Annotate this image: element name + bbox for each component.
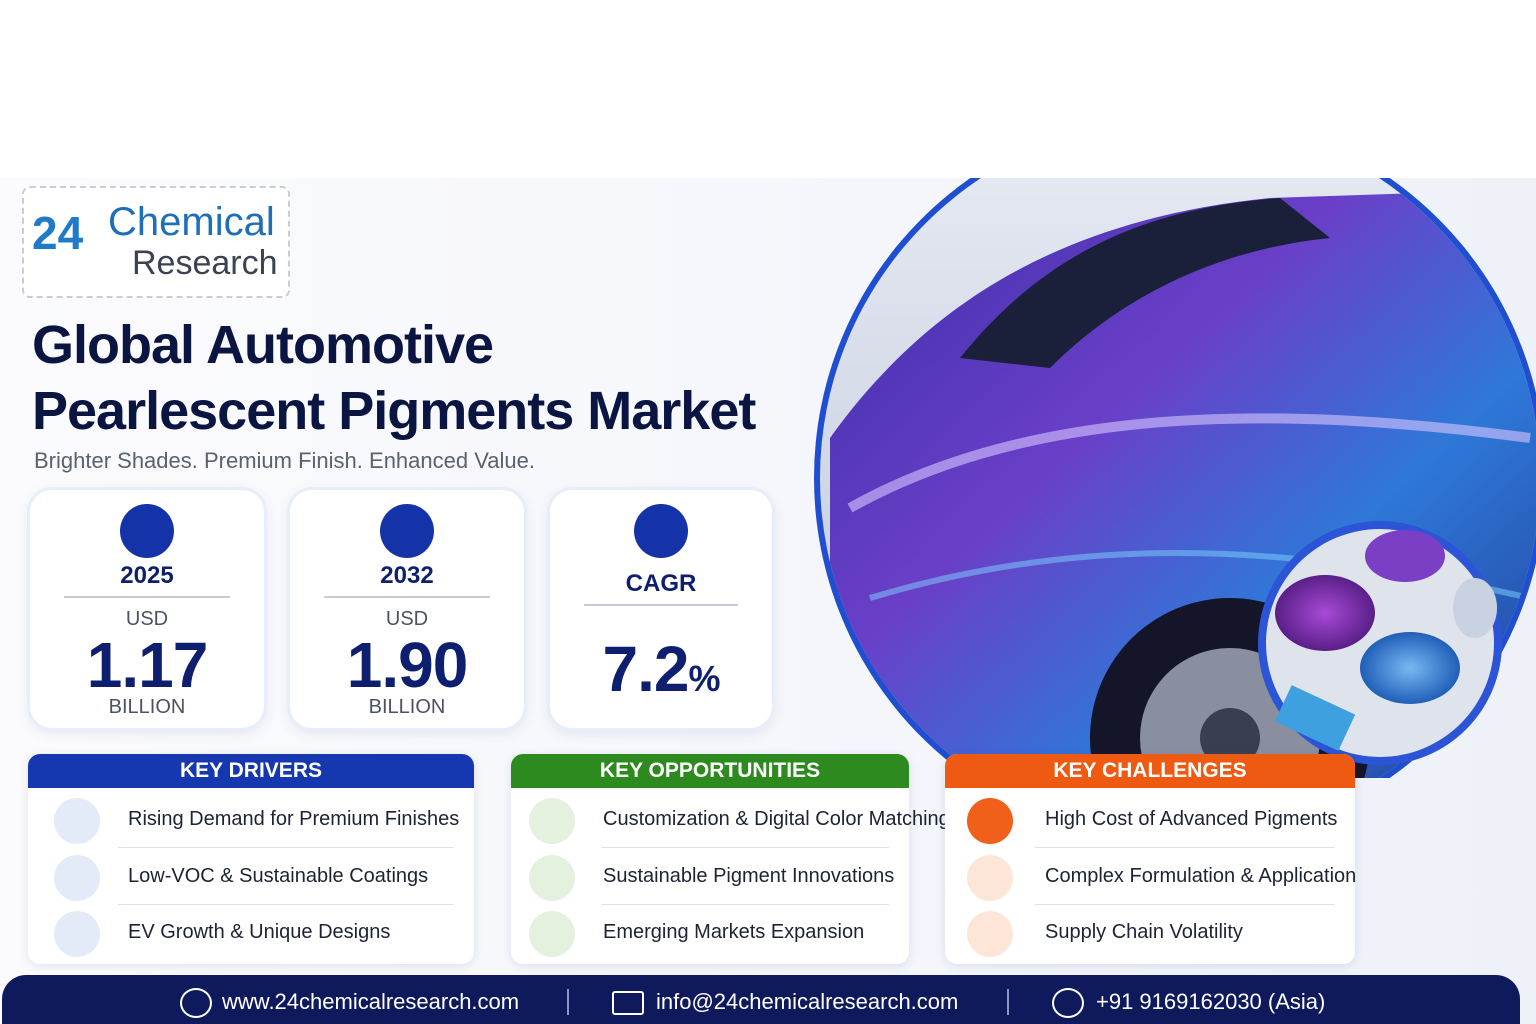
globe-icon <box>180 988 212 1018</box>
stat-label: CAGR <box>625 570 697 597</box>
stat-scale: BILLION <box>368 696 446 718</box>
growth-icon <box>634 504 688 558</box>
section: KEY OPPORTUNITIES Customization & Digita… <box>511 754 950 964</box>
logo: 24 Chemical Research <box>22 186 290 298</box>
calendar-icon <box>380 504 434 558</box>
stat-value: 7.2% <box>550 632 772 706</box>
stat-card: 2025 USD 1.17 BILLION <box>30 490 264 728</box>
phone-icon <box>1052 988 1084 1018</box>
stat-value: 1.17 <box>86 629 209 701</box>
stat-card: CAGR 7.2% <box>550 490 772 728</box>
item-text: Low-VOC & Sustainable Coatings <box>128 865 429 887</box>
title: Global Automotive <box>32 315 494 375</box>
stat-unit: USD <box>125 608 169 630</box>
footer: www.24chemicalresearch.com info@24chemic… <box>2 975 1520 1024</box>
calendar-icon <box>120 504 174 558</box>
car-image <box>814 178 1536 778</box>
item-text: Emerging Markets Expansion <box>603 921 865 943</box>
stat-scale: BILLION <box>108 696 186 718</box>
stat-unit: % <box>688 658 720 699</box>
subtitle: Brighter Shades. Premium Finish. Enhance… <box>34 448 535 473</box>
logo-word: Research <box>132 244 278 282</box>
footer-website[interactable]: www.24chemicalresearch.com <box>222 989 520 1014</box>
mail-icon <box>612 991 644 1015</box>
item-text: High Cost of Advanced Pigments <box>1045 808 1338 830</box>
logo-number: 24 <box>32 207 84 259</box>
section-header: KEY CHALLENGES <box>945 754 1355 788</box>
title: Pearlescent Pigments Market <box>32 381 756 441</box>
item-text: Rising Demand for Premium Finishes <box>128 808 460 830</box>
stat-unit: USD <box>385 608 429 630</box>
item-text: Customization & Digital Color Matching <box>603 808 950 830</box>
section: KEY CHALLENGES High Cost of Advanced Pig… <box>945 754 1357 964</box>
item-text: Supply Chain Volatility <box>1045 921 1243 943</box>
logo-word: Chemical <box>108 200 275 244</box>
stat-year: 2032 <box>380 562 434 589</box>
stat-value: 7.2 <box>602 633 690 705</box>
item-text: EV Growth & Unique Designs <box>128 921 391 943</box>
stat-value: 1.90 <box>346 629 469 701</box>
section-header: KEY OPPORTUNITIES <box>511 754 909 788</box>
stat-year: 2025 <box>120 562 174 589</box>
item-text: Complex Formulation & Application <box>1045 865 1357 887</box>
footer-phone[interactable]: +91 9169162030 (Asia) <box>1096 989 1326 1014</box>
stat-card: 2032 USD 1.90 BILLION <box>290 490 524 728</box>
footer-email[interactable]: info@24chemicalresearch.com <box>656 989 959 1014</box>
item-text: Sustainable Pigment Innovations <box>603 865 895 887</box>
section-header: KEY DRIVERS <box>28 754 474 788</box>
section: KEY DRIVERS Rising Demand for Premium Fi… <box>28 754 474 964</box>
